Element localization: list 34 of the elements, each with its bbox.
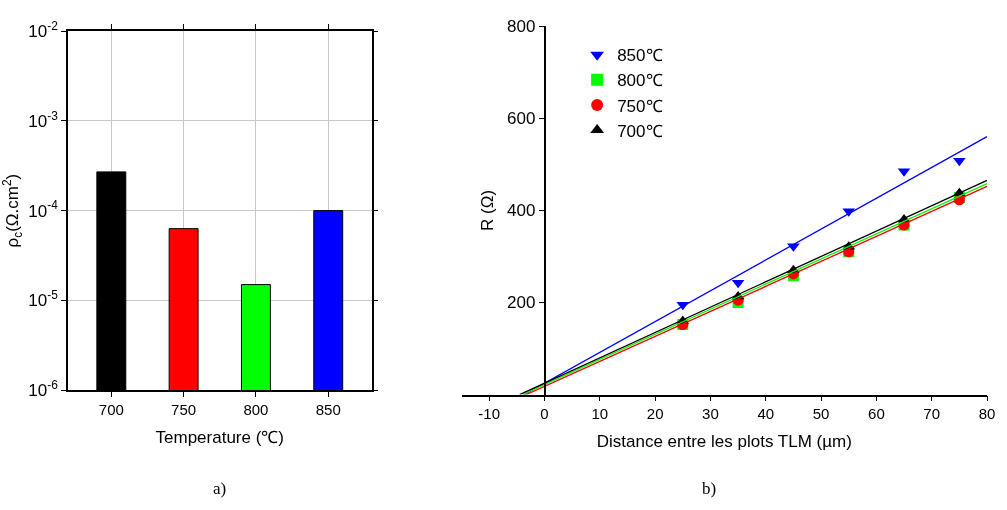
y-tick-label: 800: [506, 17, 536, 37]
x-tick-label: 80: [978, 405, 996, 423]
legend-label: 850℃: [617, 46, 663, 66]
y-tick-label: 10$^{-6}$: [28, 378, 59, 401]
x-tick-label: 10: [591, 405, 609, 423]
legend-label: 800℃: [617, 71, 663, 91]
legend-label: 750℃: [617, 96, 663, 116]
y-axis-title: R (Ω): [478, 189, 498, 231]
x-tick-label: 700: [98, 400, 124, 418]
x-axis-title: Distance entre les plots TLM (µm): [596, 432, 852, 452]
x-tick-label: 750: [171, 400, 197, 418]
y-tick-label: 10$^{-4}$: [28, 198, 59, 221]
x-tick-label: 30: [702, 405, 719, 423]
x-tick-label: 850: [315, 400, 341, 418]
y-tick-label: 200: [506, 293, 536, 313]
x-tick-label: 20: [646, 405, 664, 423]
point: [953, 157, 966, 167]
x-tick-label: 70: [923, 405, 941, 423]
y-tick-label: 400: [506, 201, 536, 221]
x-tick-label: 40: [757, 405, 775, 423]
y-tick-label: 10$^{-5}$: [28, 288, 59, 311]
y-tick-label: 600: [506, 109, 536, 129]
x-tick-label: 0: [540, 405, 549, 423]
text: b): [702, 479, 717, 498]
x-tick-label: -10: [478, 405, 501, 423]
text: a): [213, 479, 227, 498]
x-tick-label: 60: [868, 405, 885, 423]
x-tick-label: 800: [243, 400, 269, 418]
y-tick-label: 10$^{-2}$: [28, 18, 59, 41]
x-tick-label: 50: [812, 405, 830, 423]
legend-label: 700℃: [617, 121, 663, 141]
x-axis-title: Temperature (℃): [155, 427, 285, 447]
point: [731, 279, 745, 289]
y-tick-label: 10$^{-3}$: [28, 108, 59, 131]
